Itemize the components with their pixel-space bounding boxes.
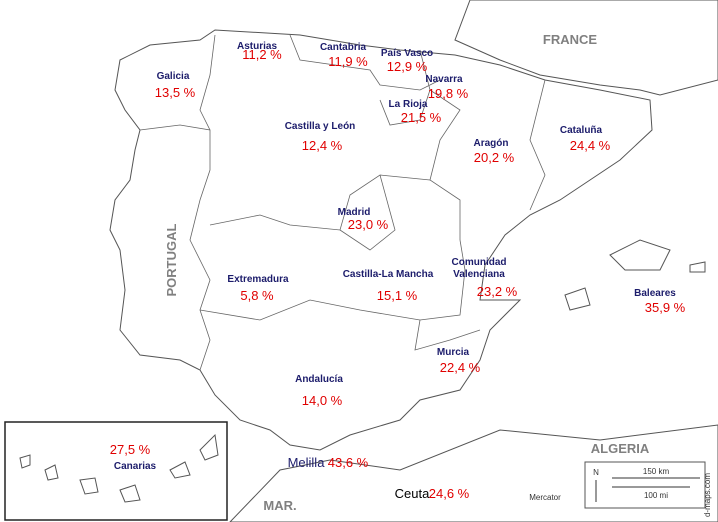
island <box>564 287 591 311</box>
region-name: Extremadura <box>227 274 289 285</box>
peninsula <box>109 29 653 451</box>
border <box>529 79 546 211</box>
region-name: Cantabria <box>320 42 367 53</box>
region-name: Comunidad <box>452 257 507 268</box>
region-value: 12,9 % <box>387 59 428 74</box>
madrid-border <box>339 174 396 251</box>
region-value: 12,4 % <box>302 138 343 153</box>
region-name: País Vasco <box>381 48 433 59</box>
region-name: Baleares <box>634 288 676 299</box>
scale-km: 150 km <box>643 467 670 476</box>
region-value: 35,9 % <box>645 300 686 315</box>
canary-islands <box>19 433 219 503</box>
region-value: 11,9 % <box>328 54 368 69</box>
france <box>454 0 718 96</box>
source: d-maps.com <box>703 473 712 517</box>
region-value: 22,4 % <box>440 360 481 375</box>
region-name: Aragón <box>474 138 509 149</box>
region-name: Valenciana <box>453 269 505 280</box>
region-name: Cataluña <box>560 125 603 136</box>
country-label: MAR. <box>263 498 296 513</box>
city-name: Melilla <box>288 455 326 470</box>
region-value: 20,2 % <box>474 150 515 165</box>
island <box>609 239 671 271</box>
region-value: 14,0 % <box>302 393 343 408</box>
projection: Mercator <box>529 493 561 502</box>
region-name: Castilla y León <box>285 121 356 132</box>
border <box>199 34 216 131</box>
region-name: Castilla-La Mancha <box>343 269 434 280</box>
scale-box <box>584 461 706 509</box>
region-value: 43,6 % <box>328 455 369 470</box>
border <box>414 319 481 351</box>
border <box>199 239 466 321</box>
border <box>289 34 441 91</box>
region-name: La Rioja <box>389 99 428 110</box>
region-name: Navarra <box>425 74 463 85</box>
island <box>689 261 706 273</box>
border <box>379 49 431 126</box>
region-name: Madrid <box>338 207 371 218</box>
region-name: Canarias <box>114 461 157 472</box>
region-name: Andalucía <box>295 374 343 385</box>
region-value: 23,0 % <box>348 217 389 232</box>
country-label: ALGERIA <box>591 441 650 456</box>
inset-box <box>4 421 228 521</box>
country-label: PORTUGAL <box>164 223 179 296</box>
region-value: 23,2 % <box>477 284 518 299</box>
border <box>429 89 461 240</box>
region-value: 21,5 % <box>401 110 442 125</box>
region-value: 15,1 % <box>377 288 418 303</box>
region-value: 19,8 % <box>428 86 469 101</box>
north-label: N <box>593 468 599 477</box>
region-name: Murcia <box>437 347 470 358</box>
region-value: 24,4 % <box>570 138 611 153</box>
region-name: Galicia <box>157 71 190 82</box>
region-value: 24,6 % <box>429 486 470 501</box>
region-value: 27,5 % <box>110 442 151 457</box>
region-name: Asturias <box>237 41 277 52</box>
scale-mi: 100 mi <box>644 491 668 500</box>
region-value: 5,8 % <box>240 288 274 303</box>
country-label: FRANCE <box>543 32 597 47</box>
region-value: 11,2 % <box>242 47 282 62</box>
city-name: Ceuta <box>395 486 430 501</box>
portugal-border <box>139 124 211 371</box>
region-value: 13,5 % <box>155 85 196 100</box>
